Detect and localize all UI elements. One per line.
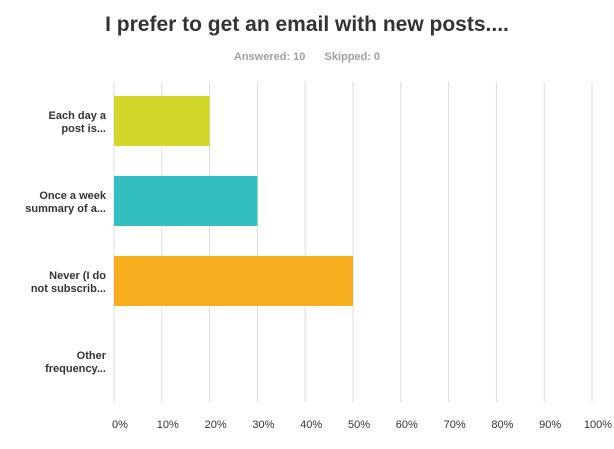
category-label: Other frequency... [45,350,107,375]
x-tick-label: 0% [112,419,128,431]
skipped-count: Skipped: 0 [324,51,381,63]
bar [114,96,210,146]
x-tick-label: 20% [205,419,227,431]
x-tick-label: 10% [157,419,179,431]
response-stats: Answered: 10 Skipped: 0 [0,51,614,63]
bar [114,176,258,226]
category-label: Never (I do not subscrib... [31,270,106,295]
x-tick-label: 40% [300,419,322,431]
x-tick-label: 100% [584,419,612,431]
x-axis-tick-labels: 0% 10% 20% 30% 40% 50% 60% 70% 80% 90% 100% [112,419,612,431]
chart-title: I prefer to get an email with new posts.… [105,13,509,36]
category-labels: Each day a post is... Once a week summary o… [25,110,107,375]
x-tick-label: 80% [491,419,513,431]
category-label: Once a week summary of a... [25,190,107,215]
answered-count: Answered: 10 [233,51,306,63]
x-tick-label: 60% [396,419,418,431]
x-tick-label: 70% [444,419,466,431]
bar [114,256,353,306]
category-label: Each day a post is... [49,110,107,135]
x-tick-label: 50% [348,419,370,431]
x-tick-label: 90% [539,419,561,431]
bar-layer [114,96,353,306]
x-tick-label: 30% [252,419,274,431]
